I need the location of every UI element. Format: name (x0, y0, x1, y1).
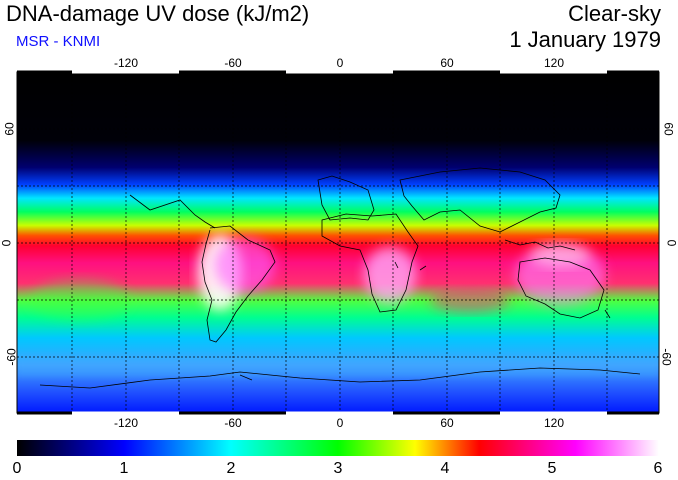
lat-label-left: -60 (4, 348, 19, 366)
colorbar (17, 440, 659, 456)
colorbar-tick: 5 (547, 460, 557, 477)
colorbar-tick: 0 (12, 460, 22, 477)
source-credit: MSR - KNMI (16, 33, 101, 50)
lon-label-top: -60 (224, 56, 242, 70)
colorbar-tick: 3 (333, 460, 343, 477)
date-label: 1 January 1979 (509, 27, 661, 52)
lat-label-right: -60 (659, 348, 674, 366)
lon-label-top: 120 (543, 56, 565, 70)
lon-label-bottom: 0 (336, 416, 344, 430)
lon-label-bottom: 60 (440, 416, 454, 430)
sky-condition-label: Clear-sky (568, 1, 661, 26)
graticule (17, 72, 659, 413)
colorbar-tick: 6 (653, 460, 663, 477)
map-title: DNA-damage UV dose (kJ/m2) (6, 1, 310, 26)
lon-label-top: 0 (336, 56, 344, 70)
lon-label-bottom: 120 (543, 416, 565, 430)
coastlines (39, 167, 641, 389)
lon-label-top: -120 (113, 56, 139, 70)
colorbar-tick: 4 (440, 460, 450, 477)
colorbar-tick: 1 (119, 460, 129, 477)
africa-hotspot (364, 247, 416, 303)
lat-label-left: 60 (2, 122, 17, 136)
lat-label-left: 0 (0, 239, 14, 247)
colorbar-tick: 2 (226, 460, 236, 477)
lon-label-bottom: -60 (224, 416, 242, 430)
lon-label-bottom: -120 (113, 416, 139, 430)
lat-label-right: 60 (661, 122, 676, 136)
lat-label-right: 0 (664, 239, 678, 247)
map-border-ticks (17, 70, 659, 415)
lon-label-top: 60 (440, 56, 454, 70)
